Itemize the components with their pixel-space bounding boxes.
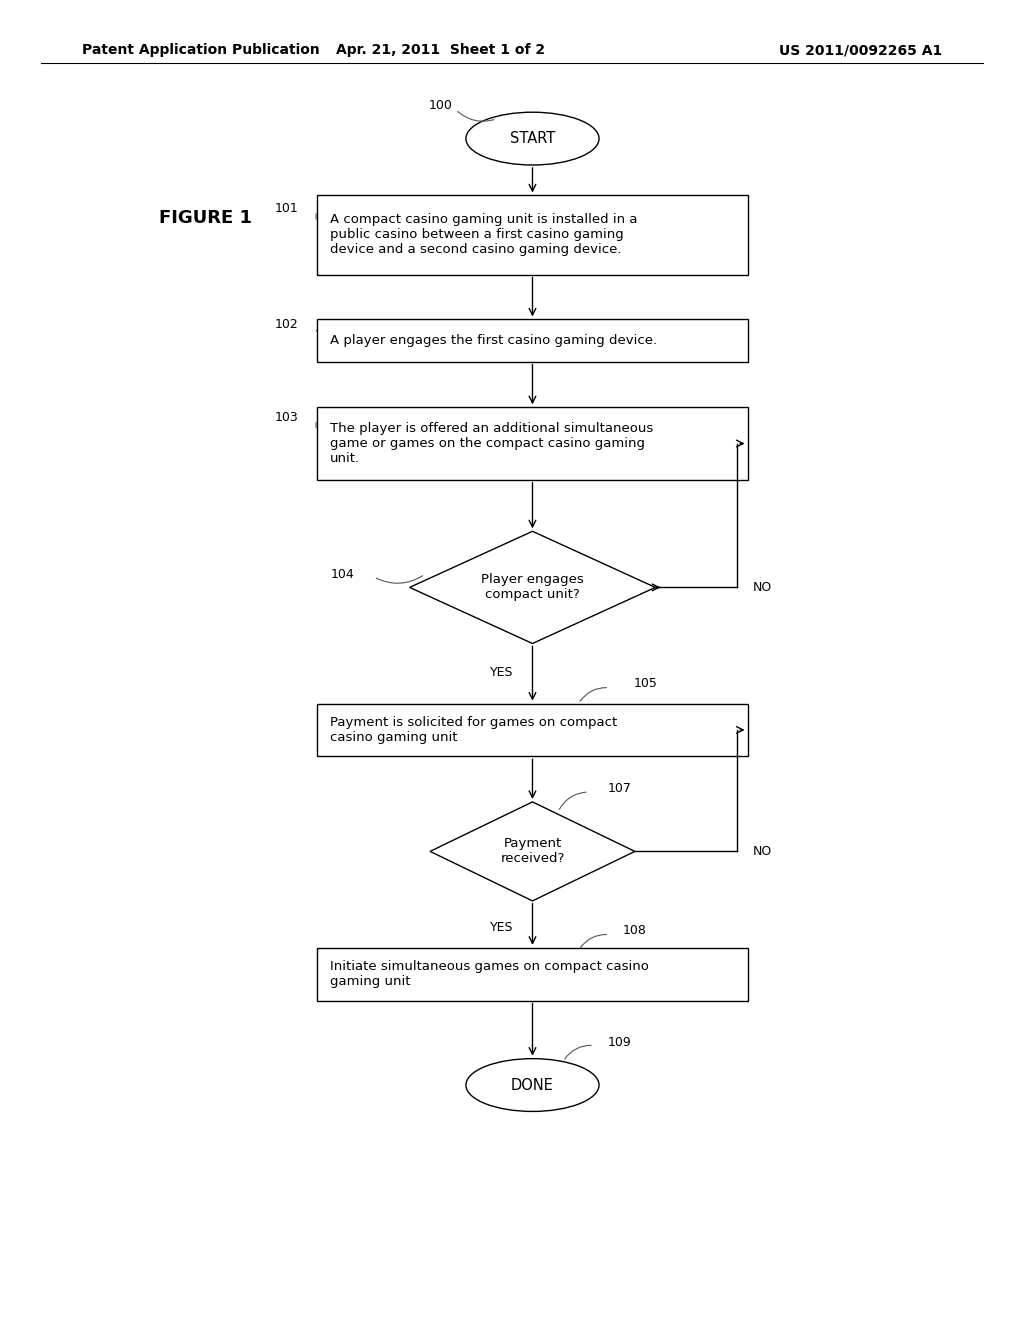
Text: A compact casino gaming unit is installed in a
public casino between a first cas: A compact casino gaming unit is installe…: [330, 214, 637, 256]
Text: 103: 103: [274, 411, 299, 424]
Text: 101: 101: [274, 202, 299, 215]
Text: YES: YES: [490, 667, 513, 678]
Text: Player engages
compact unit?: Player engages compact unit?: [481, 573, 584, 602]
Text: Payment
received?: Payment received?: [501, 837, 564, 866]
Text: YES: YES: [490, 921, 513, 933]
Text: DONE: DONE: [511, 1077, 554, 1093]
Text: 108: 108: [623, 924, 647, 937]
Text: 102: 102: [274, 318, 299, 331]
Text: 109: 109: [607, 1036, 632, 1049]
Text: NO: NO: [753, 581, 772, 594]
Text: START: START: [510, 131, 555, 147]
Text: 107: 107: [607, 781, 632, 795]
Text: Patent Application Publication: Patent Application Publication: [82, 44, 319, 57]
Text: US 2011/0092265 A1: US 2011/0092265 A1: [779, 44, 942, 57]
Text: NO: NO: [753, 845, 772, 858]
Text: The player is offered an additional simultaneous
game or games on the compact ca: The player is offered an additional simu…: [330, 422, 653, 465]
Text: 104: 104: [331, 568, 355, 581]
Text: 100: 100: [428, 99, 453, 112]
Text: Payment is solicited for games on compact
casino gaming unit: Payment is solicited for games on compac…: [330, 715, 617, 744]
Text: A player engages the first casino gaming device.: A player engages the first casino gaming…: [330, 334, 656, 347]
Text: FIGURE 1: FIGURE 1: [159, 209, 252, 227]
Text: 105: 105: [633, 677, 657, 690]
Text: Initiate simultaneous games on compact casino
gaming unit: Initiate simultaneous games on compact c…: [330, 960, 648, 989]
Text: Apr. 21, 2011  Sheet 1 of 2: Apr. 21, 2011 Sheet 1 of 2: [336, 44, 545, 57]
